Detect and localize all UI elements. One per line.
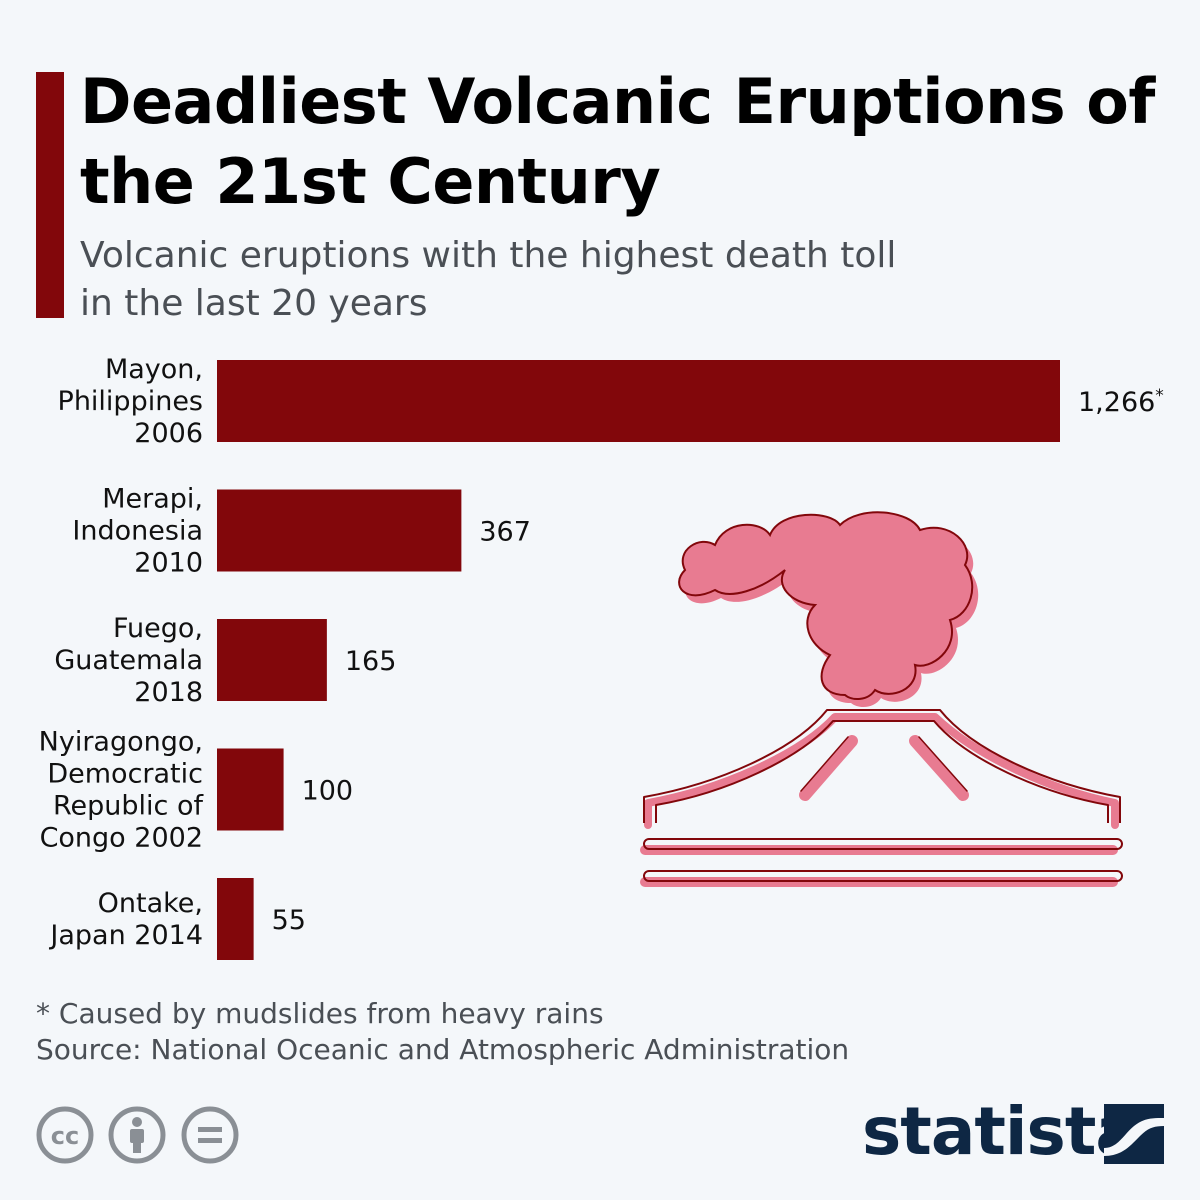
value-label-2: 165 <box>345 646 397 677</box>
bar-chart: Mayon, Philippines 2006 1,266* Merapi, Indone… <box>39 354 1164 960</box>
creative-commons-icon: cc <box>36 1106 94 1164</box>
statista-logo: statista <box>862 1092 1172 1172</box>
bar-3 <box>217 748 284 831</box>
bar-2 <box>217 619 327 701</box>
category-label-3: Nyiragongo, Democratic Republic of Congo 20… <box>39 726 205 853</box>
svg-text:cc: cc <box>51 1122 79 1150</box>
attribution-icon <box>108 1106 166 1164</box>
page-subtitle: Volcanic eruptions with the highest deat… <box>80 235 897 324</box>
category-label-1: Merapi, Indonesia 2010 <box>72 483 203 578</box>
footnote: * Caused by mudslides from heavy rains <box>36 997 604 1030</box>
category-label-0: Mayon, Philippines 2006 <box>58 354 203 449</box>
no-derivatives-icon <box>181 1106 239 1164</box>
bar-0 <box>217 360 1060 442</box>
license-icons: cc <box>36 1106 239 1164</box>
bar-4 <box>217 878 254 960</box>
value-label-3: 100 <box>302 776 354 807</box>
category-label-2: Fuego, Guatemala 2018 <box>54 613 203 708</box>
source-note: Source: National Oceanic and Atmospheric… <box>36 1033 850 1066</box>
value-label-0: 1,266* <box>1078 386 1164 418</box>
value-label-1: 367 <box>479 517 531 548</box>
brand-wordmark: statista <box>862 1093 1140 1170</box>
title-accent-bar <box>36 72 64 318</box>
bar-1 <box>217 489 462 572</box>
statista-mark-icon <box>1104 1104 1164 1164</box>
volcano-illustration <box>640 511 1123 887</box>
value-label-4: 55 <box>272 905 306 936</box>
category-label-4: Ontake, Japan 2014 <box>48 888 203 951</box>
page-title: Deadliest Volcanic Eruptions of the 21st… <box>80 65 1155 218</box>
